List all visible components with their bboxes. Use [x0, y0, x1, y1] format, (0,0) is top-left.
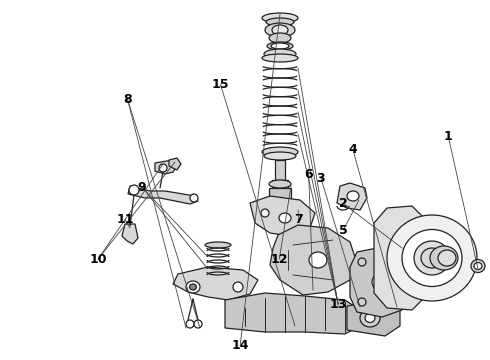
Ellipse shape: [262, 13, 298, 23]
Text: 9: 9: [138, 181, 147, 194]
Polygon shape: [250, 196, 315, 236]
Ellipse shape: [377, 278, 387, 287]
Text: 4: 4: [348, 143, 357, 156]
Text: 11: 11: [116, 213, 134, 226]
Polygon shape: [155, 160, 177, 174]
Polygon shape: [128, 186, 198, 204]
Text: 10: 10: [89, 253, 107, 266]
Ellipse shape: [129, 185, 139, 195]
Ellipse shape: [358, 258, 366, 266]
Ellipse shape: [205, 278, 231, 284]
Polygon shape: [337, 183, 367, 210]
Bar: [269, 188, 291, 218]
Ellipse shape: [399, 246, 405, 251]
Ellipse shape: [190, 284, 196, 290]
Ellipse shape: [159, 164, 167, 172]
Ellipse shape: [471, 260, 485, 273]
Polygon shape: [225, 293, 360, 334]
Polygon shape: [347, 300, 400, 336]
Polygon shape: [350, 247, 410, 317]
Ellipse shape: [397, 263, 407, 273]
Ellipse shape: [430, 246, 458, 270]
Ellipse shape: [372, 273, 392, 291]
Polygon shape: [270, 225, 356, 295]
Ellipse shape: [399, 266, 405, 270]
Text: 2: 2: [339, 197, 347, 210]
Ellipse shape: [190, 194, 198, 202]
Ellipse shape: [358, 298, 366, 306]
Ellipse shape: [186, 320, 194, 328]
Ellipse shape: [272, 25, 288, 35]
Ellipse shape: [262, 147, 298, 157]
Text: 15: 15: [212, 78, 229, 91]
Ellipse shape: [269, 180, 291, 188]
Polygon shape: [374, 206, 422, 310]
Ellipse shape: [205, 242, 231, 248]
Ellipse shape: [261, 209, 269, 217]
Bar: [275, 160, 285, 180]
Ellipse shape: [421, 248, 443, 268]
Ellipse shape: [309, 252, 327, 268]
Ellipse shape: [387, 215, 477, 301]
Ellipse shape: [279, 213, 291, 223]
Ellipse shape: [194, 320, 202, 328]
Ellipse shape: [402, 230, 462, 287]
Text: 5: 5: [339, 224, 347, 237]
Ellipse shape: [233, 282, 243, 292]
Text: 1: 1: [444, 130, 453, 143]
Ellipse shape: [266, 18, 294, 26]
Bar: [272, 180, 288, 190]
Ellipse shape: [438, 250, 456, 266]
Polygon shape: [173, 267, 258, 300]
Ellipse shape: [267, 42, 293, 50]
Ellipse shape: [269, 213, 291, 222]
Ellipse shape: [269, 33, 291, 43]
Ellipse shape: [264, 49, 296, 59]
Text: 3: 3: [317, 172, 325, 185]
Ellipse shape: [397, 243, 407, 253]
Text: 14: 14: [231, 339, 249, 352]
Ellipse shape: [264, 152, 296, 160]
Polygon shape: [169, 158, 181, 170]
Polygon shape: [122, 224, 138, 244]
Ellipse shape: [271, 43, 289, 49]
Ellipse shape: [262, 54, 298, 62]
Ellipse shape: [474, 262, 482, 270]
Ellipse shape: [414, 241, 450, 275]
Text: 6: 6: [304, 168, 313, 181]
Text: 13: 13: [329, 298, 347, 311]
Ellipse shape: [347, 191, 359, 201]
Ellipse shape: [360, 309, 380, 327]
Ellipse shape: [365, 314, 375, 323]
Ellipse shape: [271, 222, 289, 230]
Ellipse shape: [186, 281, 200, 293]
Text: 7: 7: [294, 213, 303, 226]
Text: 8: 8: [123, 93, 132, 105]
Ellipse shape: [265, 23, 295, 37]
Text: 12: 12: [270, 253, 288, 266]
